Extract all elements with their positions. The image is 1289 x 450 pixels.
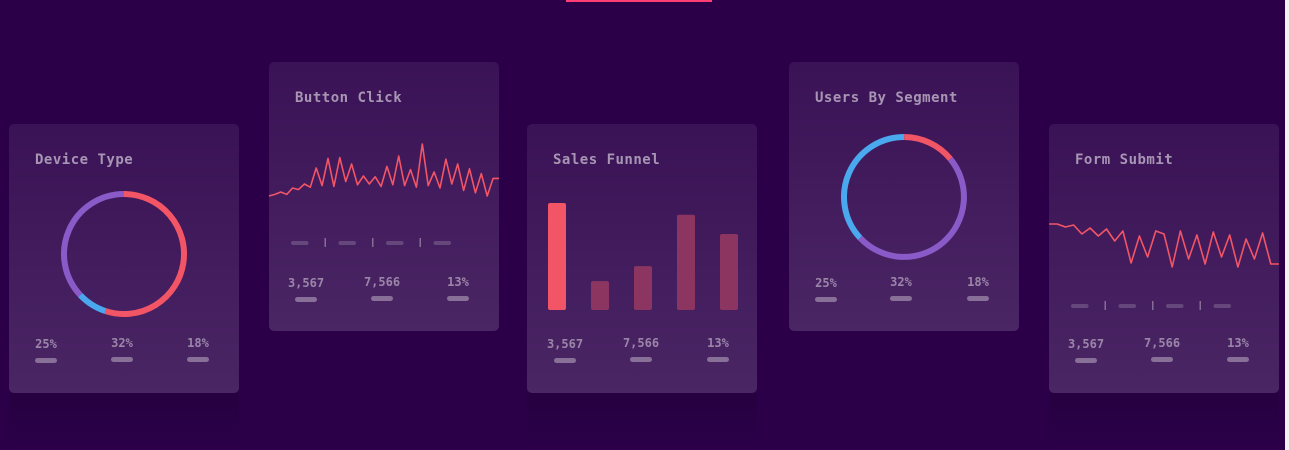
card-users-by-segment[interactable]: Users By Segment 25% 32% 18%: [789, 62, 1019, 331]
axis-placeholder: [433, 241, 451, 245]
stat-item: 25%: [806, 276, 846, 302]
stat-item: 3,567: [1066, 337, 1106, 363]
stat-bar: [35, 358, 57, 363]
card-title: Button Click: [295, 90, 403, 106]
stat-value: 18%: [967, 275, 989, 289]
card-title: Form Submit: [1075, 152, 1174, 168]
stat-item: 7,566: [621, 336, 661, 362]
stat-bar: [707, 357, 729, 362]
axis-placeholder: [291, 241, 309, 245]
card-form-submit[interactable]: Form Submit 3,567 7,566 13%: [1049, 124, 1279, 393]
donut-segment: [61, 191, 125, 298]
stat-bar: [1227, 357, 1249, 362]
stat-bar: [554, 358, 576, 363]
stat-item: 3,567: [286, 276, 326, 302]
donut-segment: [104, 191, 188, 317]
card-title: Sales Funnel: [553, 152, 661, 168]
funnel-bar: [591, 281, 609, 310]
stat-value: 7,566: [1143, 336, 1181, 350]
card-shadow: [527, 393, 757, 450]
funnel-bar: [548, 203, 566, 310]
donut-segment: [904, 134, 953, 161]
funnel-bar: [720, 234, 738, 310]
stat-item: 13%: [438, 275, 478, 301]
stat-bar: [890, 296, 912, 301]
stat-value: 25%: [815, 276, 837, 290]
axis-placeholder: [1213, 304, 1231, 308]
device-type-donut: [61, 191, 188, 317]
stat-item: 7,566: [362, 275, 402, 301]
card-device-type[interactable]: Device Type 25% 32% 18%: [9, 124, 239, 393]
card-title: Users By Segment: [815, 90, 958, 106]
stat-item: 13%: [1218, 336, 1258, 362]
card-shadow: [1049, 393, 1279, 450]
stat-bar: [1075, 358, 1097, 363]
axis-tick: [1104, 301, 1106, 310]
axis-placeholder: [1166, 304, 1184, 308]
stat-item: 7,566: [1142, 336, 1182, 362]
button-click-line-chart: [268, 143, 499, 247]
stat-item: 32%: [881, 275, 921, 301]
stat-value: 25%: [35, 337, 57, 351]
funnel-bar: [634, 266, 652, 310]
axis-tick: [324, 238, 326, 247]
line-series: [1049, 223, 1279, 268]
stat-bar: [447, 296, 469, 301]
axis-placeholder: [386, 241, 404, 245]
stat-value: 7,566: [363, 275, 401, 289]
stat-bar: [371, 296, 393, 301]
axis-placeholder: [1118, 304, 1136, 308]
card-title: Device Type: [35, 152, 134, 168]
card-shadow: [9, 393, 239, 450]
card-sales-funnel[interactable]: Sales Funnel 3,567 7,566 13%: [527, 124, 757, 393]
stat-value: 32%: [890, 275, 912, 289]
axis-placeholder: [338, 241, 356, 245]
axis-tick: [372, 238, 374, 247]
stat-item: 25%: [26, 337, 66, 363]
stat-value: 7,566: [622, 336, 660, 350]
stat-value: 13%: [447, 275, 469, 289]
donut-segment: [78, 292, 107, 314]
stat-value: 32%: [111, 336, 133, 350]
top-accent-bar: [566, 0, 712, 2]
window-edge: [1285, 0, 1289, 450]
stat-bar: [295, 297, 317, 302]
sales-funnel-bar-chart: [548, 203, 738, 310]
users-by-segment-donut: [841, 133, 967, 260]
axis-tick: [419, 238, 421, 247]
funnel-bar: [677, 214, 695, 310]
stat-bar: [1151, 357, 1173, 362]
stat-value: 13%: [707, 336, 729, 350]
stat-bar: [630, 357, 652, 362]
card-button-click[interactable]: Button Click 3,567 7,566 13%: [268, 62, 499, 331]
line-series: [268, 143, 499, 197]
donut-segment: [857, 157, 967, 260]
stat-value: 3,567: [1067, 337, 1105, 351]
axis-tick: [1152, 301, 1154, 310]
stat-item: 13%: [698, 336, 738, 362]
stat-value: 3,567: [287, 276, 325, 290]
stat-item: 3,567: [545, 337, 585, 363]
stat-bar: [967, 296, 989, 301]
stat-value: 18%: [187, 336, 209, 350]
donut-segment: [841, 133, 905, 240]
form-submit-line-chart: [1049, 223, 1279, 310]
stat-value: 13%: [1227, 336, 1249, 350]
stat-item: 32%: [102, 336, 142, 362]
stat-bar: [187, 357, 209, 362]
stat-item: 18%: [178, 336, 218, 362]
axis-tick: [1199, 301, 1201, 310]
axis-placeholder: [1071, 304, 1089, 308]
stat-bar: [111, 357, 133, 362]
stat-item: 18%: [958, 275, 998, 301]
stat-value: 3,567: [546, 337, 584, 351]
stat-bar: [815, 297, 837, 302]
